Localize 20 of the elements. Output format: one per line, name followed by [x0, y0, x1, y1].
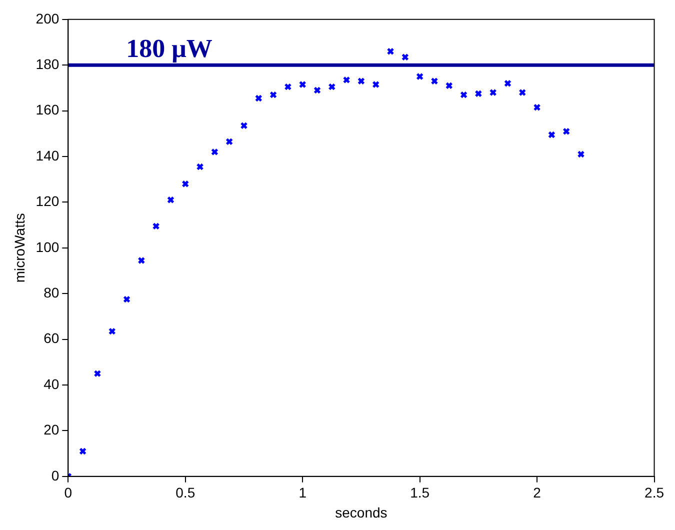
y-tick-label: 20 [44, 422, 60, 438]
x-tick-label: 2 [533, 484, 542, 501]
y-tick-label: 0 [51, 467, 60, 484]
y-tick-label: 200 [36, 10, 60, 26]
y-tick-label: 40 [44, 376, 60, 392]
x-tick-label: 0 [64, 484, 72, 501]
x-tick-label: 1 [298, 484, 307, 501]
y-tick-label: 100 [36, 238, 60, 255]
y-tick-label: 60 [44, 330, 60, 346]
x-tick-label: 1.5 [410, 484, 430, 501]
y-tick-label: 160 [36, 102, 60, 118]
x-axis-title: seconds [335, 504, 388, 520]
x-tick-label: 0.5 [176, 484, 196, 501]
y-tick-label: 120 [36, 193, 60, 210]
y-tick-label: 80 [44, 284, 60, 300]
y-tick-label: 140 [36, 147, 60, 164]
y-tick-label: 180 [36, 56, 60, 72]
x-tick-label: 2.5 [644, 484, 664, 501]
ref-line-label: 180 μW [126, 34, 212, 63]
y-axis-title: microWatts [11, 213, 28, 283]
